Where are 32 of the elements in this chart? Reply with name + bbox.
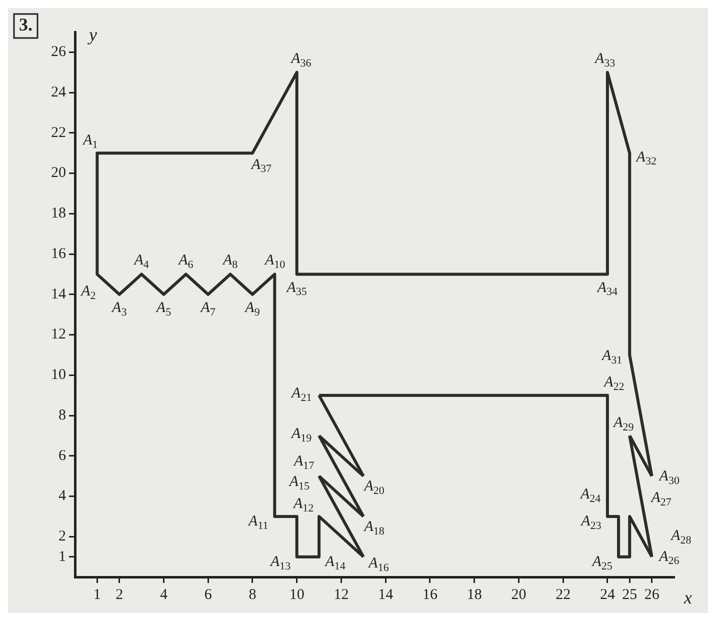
y-tick-label: 2: [58, 528, 66, 545]
x-tick-label: 14: [378, 586, 394, 603]
y-tick-label: 10: [51, 367, 66, 384]
y-axis-title: y: [87, 24, 98, 45]
x-tick-label: 26: [644, 586, 660, 603]
y-tick-label: 18: [51, 206, 66, 222]
text: 3.: [19, 14, 32, 35]
y-tick-label: 16: [51, 246, 66, 262]
x-tick-label: 1: [93, 586, 101, 603]
y-tick-label: 4: [58, 488, 66, 504]
x-tick-label: 2: [116, 586, 124, 603]
x-axis-title: x: [683, 588, 692, 608]
y-tick-label: 8: [58, 407, 66, 424]
y-tick-label: 6: [58, 448, 66, 464]
x-tick-label: 12: [334, 586, 349, 603]
y-tick-label: 24: [51, 84, 66, 100]
y-tick-label: 20: [51, 165, 66, 182]
y-tick-label: 1: [58, 548, 66, 565]
x-tick-label: 18: [466, 586, 482, 603]
y-tick-label: 22: [51, 124, 66, 141]
x-tick-label: 10: [289, 586, 304, 603]
x-tick-label: 22: [556, 586, 571, 603]
x-tick-label: 20: [511, 586, 526, 603]
x-tick-label: 16: [422, 586, 438, 603]
y-tick-label: 14: [51, 286, 66, 302]
x-tick-label: 4: [160, 586, 168, 603]
x-tick-label: 8: [248, 586, 256, 603]
x-tick-label: 24: [600, 586, 616, 603]
y-tick-label: 12: [51, 326, 66, 343]
y-tick-label: 26: [51, 44, 66, 60]
x-tick-label: 25: [622, 586, 638, 603]
x-tick-label: 6: [204, 586, 212, 603]
